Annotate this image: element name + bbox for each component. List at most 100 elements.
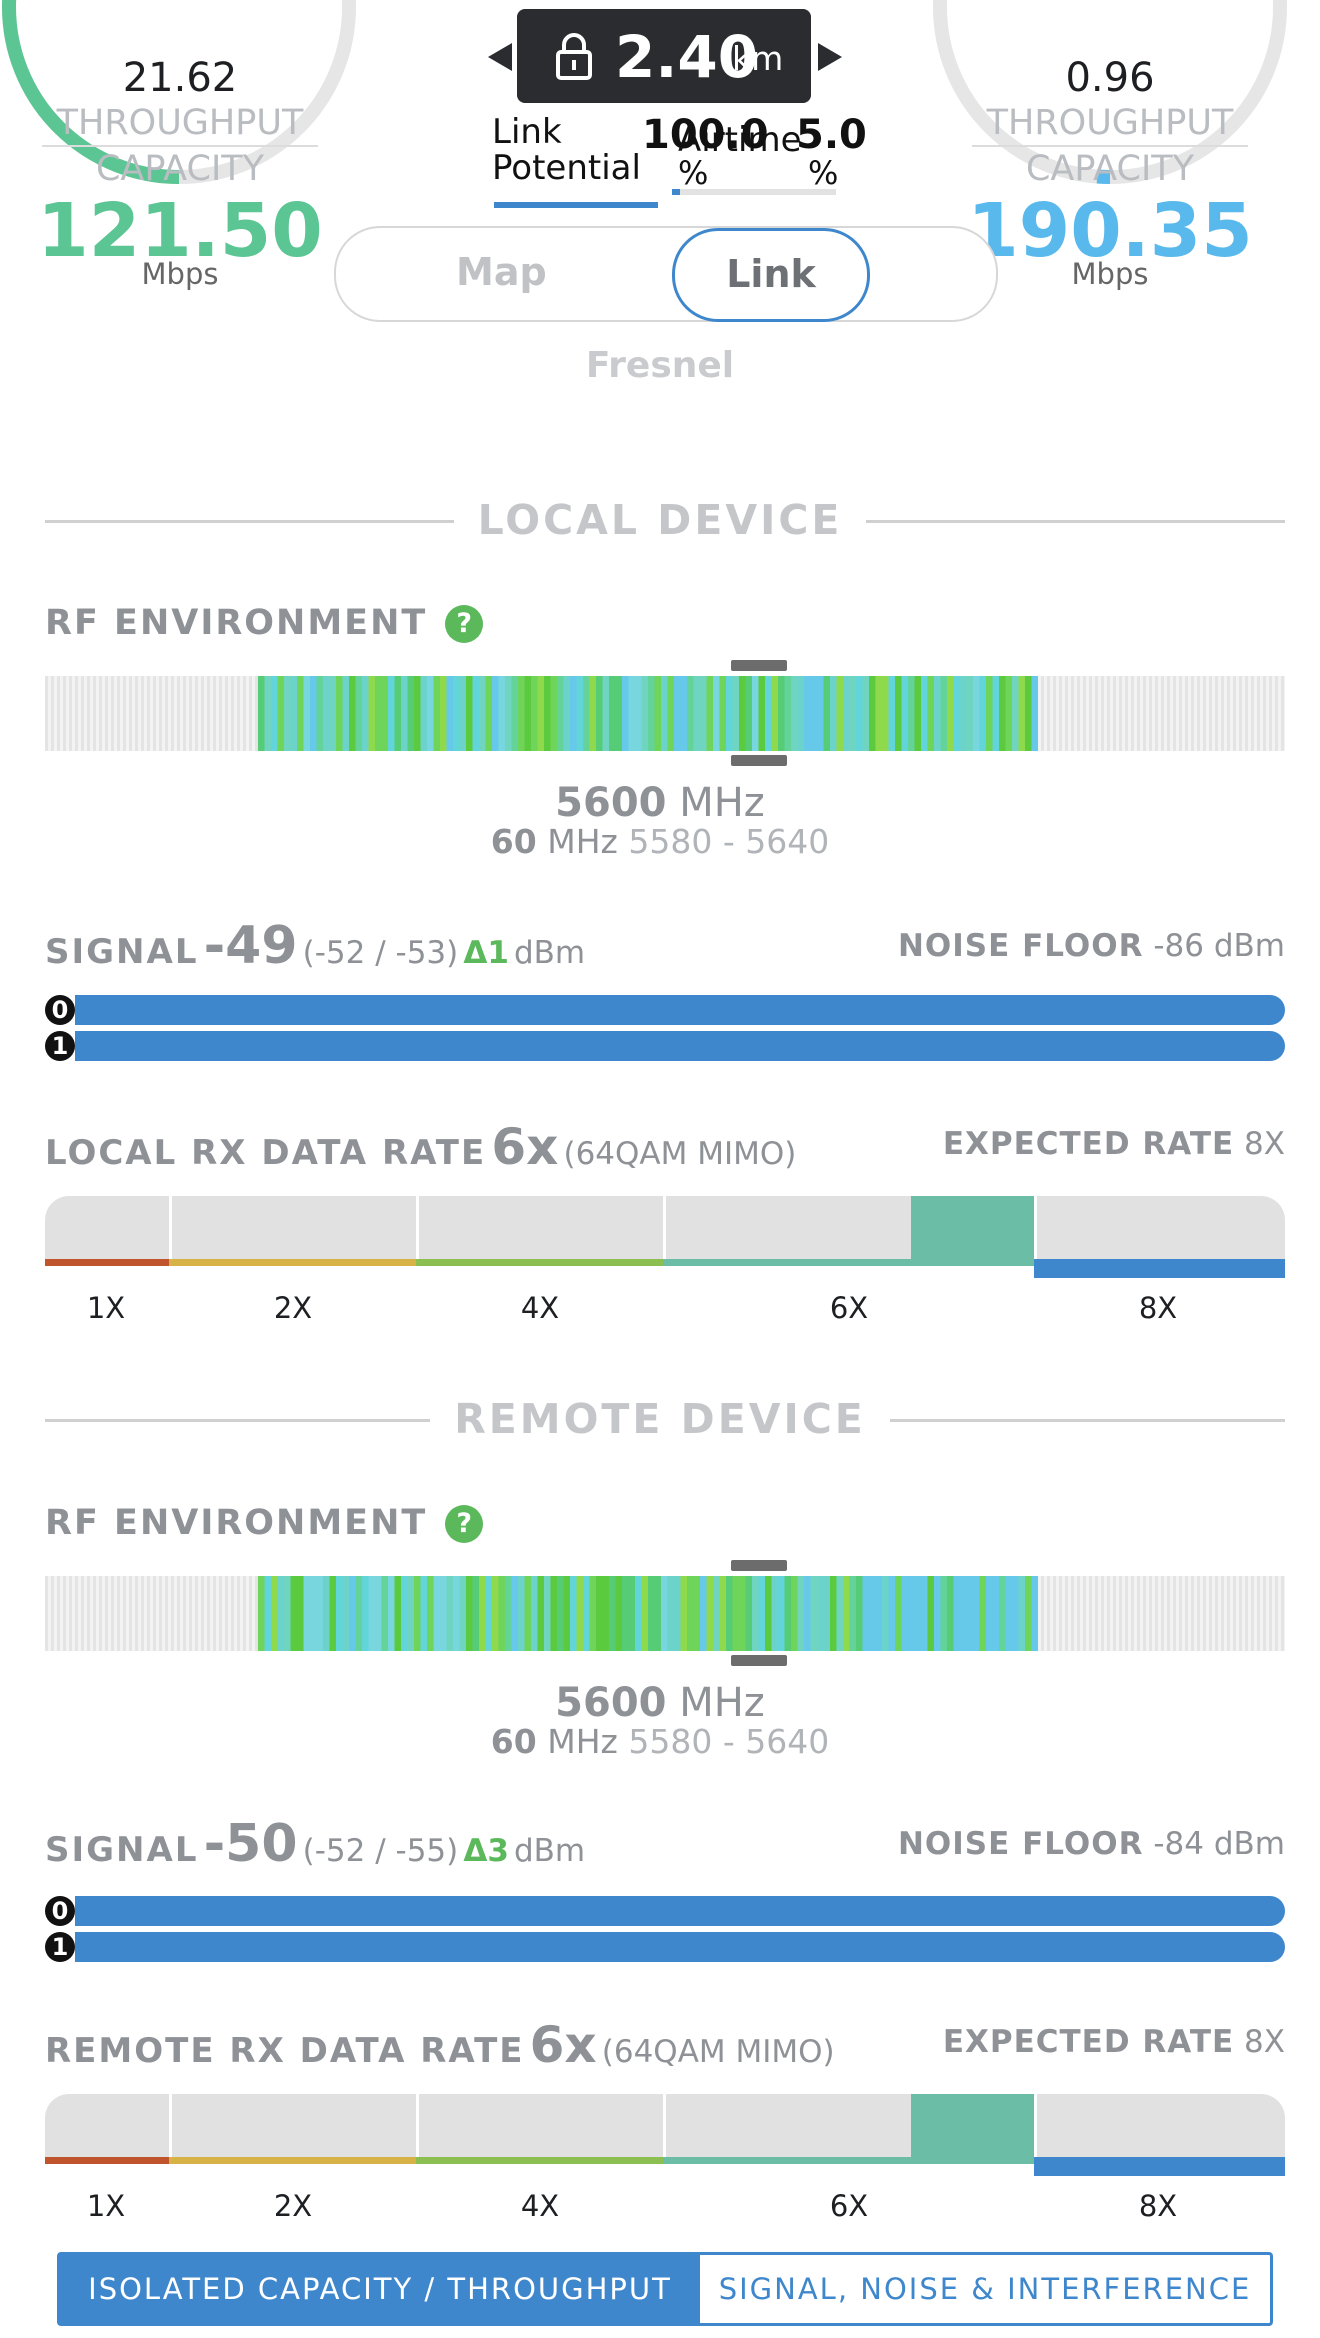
link-potential-pct: % [678,154,709,192]
tab-map[interactable]: Map [456,250,547,294]
tab-isolated-capacity[interactable]: ISOLATED CAPACITY / THROUGHPUT [60,2255,700,2323]
local-rate-divider [663,1196,666,1259]
tab-link[interactable]: Link [672,228,870,322]
local-help-icon[interactable]: ? [445,605,484,643]
lock-icon [556,33,592,80]
local-chain0-bar: 0 [45,995,1285,1025]
remote-channel-marker-top [731,1560,787,1571]
view-toggle: Map Link [334,226,998,322]
remote-rf-title-row: RF ENVIRONMENT? [45,1503,484,1543]
left-throughput-label: THROUGHPUT [42,101,318,147]
remote-width-unit: MHz [547,1722,618,1761]
local-scale-4x: 4X [520,1291,560,1325]
remote-chain1-fill [75,1932,1285,1962]
tab-fresnel[interactable]: Fresnel [585,345,735,386]
link-potential-label-line2: Potential [492,148,641,188]
remote-rate-divider [169,2094,172,2157]
local-expected-value: 8X [1244,1126,1285,1162]
remote-rate-band-2x [169,2157,416,2164]
remote-chain0-fill [75,1896,1285,1926]
local-rf-spectrum[interactable] [45,676,1285,751]
remote-rate-title: REMOTE RX DATA RATE 6x (64QAM MIMO) [45,2016,835,2074]
left-throughput-gauge [0,0,361,189]
airtime-pct: % [808,154,839,192]
remote-rate-chart [45,2094,1285,2157]
local-rate-band-1x [45,1259,169,1266]
remote-signal-row: SIGNAL -50 (-52 / -55) Δ3 dBm [45,1814,585,1874]
remote-freq-range: 5580 - 5640 [628,1722,830,1761]
remote-scale-8x: 8X [1138,2189,1178,2223]
local-chain0-badge: 0 [45,995,75,1025]
remote-noise-floor: NOISE FLOOR -84 dBm [898,1826,1285,1862]
remote-rate-label: REMOTE RX DATA RATE [45,2031,525,2071]
local-rate-divider [416,1196,419,1259]
remote-center-frequency: 5600 MHz [0,1680,1320,1726]
remote-rate-value: 6x [529,2016,597,2074]
remote-noise-label: NOISE FLOOR [897,1826,1144,1862]
local-scale-6x: 6X [829,1291,869,1325]
link-potential-label: Link Potential [492,114,641,186]
left-capacity-label: CAPACITY [95,149,265,189]
remote-signal-chains: (-52 / -55) [302,1833,459,1869]
remote-rate-band-1x [45,2157,169,2164]
remote-chain0-bar: 0 [45,1896,1285,1926]
left-capacity-unit: Mbps [141,257,219,291]
remote-channel-width: 60 MHz 5580 - 5640 [0,1722,1320,1761]
remote-rf-spectrum-fill [258,1576,1038,1651]
tab-signal-noise[interactable]: SIGNAL, NOISE & INTERFERENCE [718,2272,1252,2306]
right-gauge-labels: 0.96 THROUGHPUT CAPACITY 190.35 Mbps [960,55,1260,291]
local-signal-chains: (-52 / -53) [302,935,459,971]
local-channel-marker-bottom [731,755,787,766]
right-throughput-label: THROUGHPUT [972,101,1248,147]
distance-badge[interactable]: 2.40 km [517,9,811,103]
remote-rate-modulation: (64QAM MIMO) [601,2034,835,2070]
remote-rate-band-4x [416,2157,663,2164]
remote-rate-band-6x [663,2157,1034,2164]
airtime-bar [672,189,836,195]
remote-signal-value: -50 [203,1814,298,1874]
local-channel-marker-top [731,660,787,671]
local-rf-title: RF ENVIRONMENT [45,603,428,643]
distance-unit: km [732,39,784,78]
remote-current-rate-block [911,2094,1034,2157]
link-potential-value: 100.0 [642,112,769,158]
remote-width-value: 60 [490,1722,537,1761]
airtime-value: 5.0 [796,112,867,158]
local-signal-row: SIGNAL -49 (-52 / -53) Δ1 dBm [45,916,585,976]
local-signal-delta: Δ1 [463,935,509,971]
right-capacity-unit: Mbps [1071,257,1149,291]
left-gauge-labels: 21.62 THROUGHPUT CAPACITY 121.50 Mbps [30,55,330,291]
local-chain1-fill [75,1031,1285,1061]
remote-rf-spectrum[interactable] [45,1576,1285,1651]
local-width-value: 60 [490,822,537,861]
link-potential-label-line1: Link [492,112,562,152]
right-throughput-gauge [928,0,1292,189]
local-chain1-badge: 1 [45,1031,75,1061]
remote-chain0-badge: 0 [45,1896,75,1926]
distance-arrow-left[interactable] [488,43,512,71]
distance-value: 2.40 [615,23,759,91]
remote-noise-value: -84 dBm [1153,1826,1285,1862]
local-device-header: LOCAL DEVICE [453,496,867,544]
local-noise-floor: NOISE FLOOR -86 dBm [898,928,1285,964]
airtime-label: Airtime [678,120,802,160]
local-rate-band-4x [416,1259,663,1266]
local-scale-1x: 1X [86,1291,126,1325]
remote-help-icon[interactable]: ? [445,1505,484,1543]
right-throughput-value: 0.96 [1065,55,1155,101]
remote-device-header: REMOTE DEVICE [430,1395,890,1443]
remote-freq-unit: MHz [679,1680,765,1726]
local-noise-label: NOISE FLOOR [897,928,1144,964]
right-gauge-ring [933,0,1287,184]
local-rate-divider [1034,1196,1037,1259]
distance-arrow-right[interactable] [818,43,842,71]
local-freq-range: 5580 - 5640 [628,822,830,861]
remote-expected-value: 8X [1244,2024,1285,2060]
local-rate-title: LOCAL RX DATA RATE 6x (64QAM MIMO) [45,1118,796,1176]
right-capacity-label: CAPACITY [1025,149,1195,189]
left-gauge-ring [2,0,356,184]
local-chain1-bar: 1 [45,1031,1285,1061]
remote-scale-4x: 4X [520,2189,560,2223]
local-expected-label: EXPECTED RATE [942,1126,1235,1162]
local-chain0-fill [75,995,1285,1025]
